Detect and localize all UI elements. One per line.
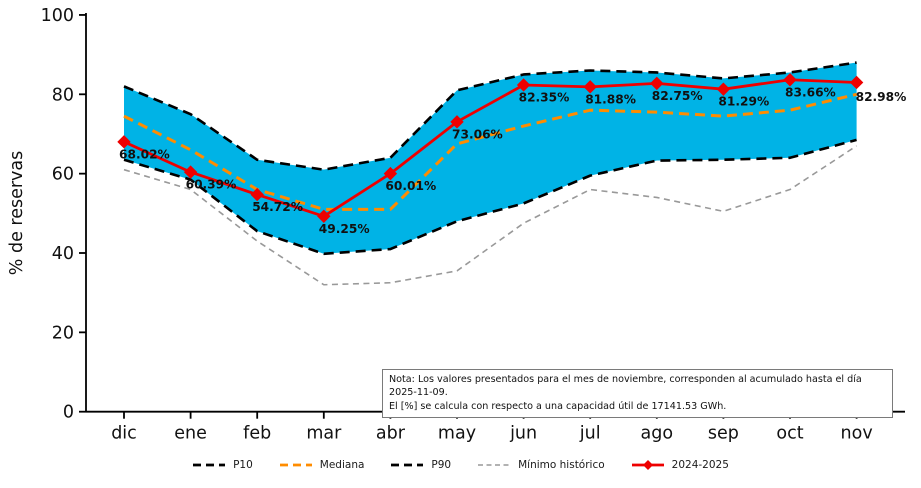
legend-item-2024-2025: 2024-2025 bbox=[631, 459, 729, 471]
data-point-marker bbox=[317, 209, 331, 224]
y-axis-title: % de reservas bbox=[7, 151, 27, 275]
data-point-marker bbox=[250, 187, 264, 202]
legend-diamond-marker-icon bbox=[642, 460, 653, 470]
data-point-label: 81.88% bbox=[585, 92, 636, 106]
data-point-marker bbox=[716, 82, 731, 96]
data-point-label: 60.39% bbox=[186, 178, 237, 192]
data-point-marker bbox=[183, 165, 198, 179]
x-tick-label: ago bbox=[641, 424, 674, 444]
legend-label: 2024-2025 bbox=[671, 459, 729, 471]
note-box: Nota: Los valores presentados para el me… bbox=[382, 369, 893, 419]
data-point-label: 82.35% bbox=[519, 90, 570, 104]
note-line-1: Nota: Los valores presentados para el me… bbox=[389, 374, 862, 399]
data-point-marker bbox=[783, 73, 797, 87]
data-point-marker bbox=[583, 80, 597, 94]
data-point-label: 49.25% bbox=[319, 222, 370, 236]
x-tick-label: jun bbox=[509, 424, 537, 444]
legend-label: P90 bbox=[431, 459, 452, 471]
legend-swatch-icon bbox=[391, 463, 424, 467]
x-tick-label: dic bbox=[111, 424, 137, 444]
y-tick-label: 100 bbox=[41, 6, 74, 26]
note-line-2: El [%] se calcula con respecto a una cap… bbox=[389, 400, 727, 412]
y-tick-label: 0 bbox=[63, 403, 74, 423]
chart-canvas: 68.02% 60.39% 54.72% 49.25% 60.01% 73.06% 82.3… bbox=[7, 6, 907, 444]
data-point-label: 73.06% bbox=[452, 127, 503, 141]
data-point-marker bbox=[650, 76, 664, 91]
y-tick-label: 20 bbox=[52, 323, 74, 343]
data-point-label: 68.02% bbox=[119, 147, 170, 161]
legend-swatch-icon bbox=[279, 463, 312, 467]
data-point-label: 82.75% bbox=[652, 89, 703, 103]
y-tick-label: 80 bbox=[52, 85, 74, 105]
data-point-label: 83.66% bbox=[785, 85, 836, 99]
legend-item-mediana: Mediana bbox=[279, 459, 365, 471]
legend-item-p90: P90 bbox=[390, 459, 451, 471]
data-point-marker bbox=[516, 78, 531, 92]
legend-swatch-icon bbox=[631, 460, 664, 470]
data-point-marker bbox=[117, 135, 131, 149]
data-point-marker bbox=[450, 115, 464, 129]
x-tick-label: abr bbox=[376, 424, 406, 444]
current-season-line bbox=[123, 78, 857, 218]
y-tick-label: 40 bbox=[52, 244, 74, 264]
legend-item-p10: P10 bbox=[192, 459, 253, 471]
x-tick-label: feb bbox=[243, 424, 271, 444]
p10-p90-band bbox=[124, 62, 857, 254]
legend-label: Mediana bbox=[319, 459, 365, 471]
x-tick-label: nov bbox=[841, 424, 873, 444]
chart-legend: P10 Mediana P90 Mínimo histórico 2024-2025 bbox=[0, 459, 921, 471]
data-point-marker bbox=[383, 166, 398, 181]
x-tick-label: may bbox=[438, 424, 476, 444]
data-point-label: 60.01% bbox=[385, 179, 436, 193]
y-tick-label: 60 bbox=[52, 165, 74, 185]
legend-item-m-nimo-hist-rico: Mínimo histórico bbox=[477, 459, 605, 471]
data-point-marker bbox=[849, 75, 864, 90]
legend-swatch-icon bbox=[193, 463, 226, 467]
x-tick-label: jul bbox=[579, 424, 601, 444]
x-tick-label: mar bbox=[306, 424, 342, 444]
minimo-historico-line bbox=[123, 145, 858, 286]
x-tick-label: oct bbox=[776, 424, 803, 444]
legend-label: P10 bbox=[233, 459, 253, 471]
p90-line bbox=[123, 61, 857, 171]
mediana-line bbox=[123, 92, 857, 211]
legend-label: Mínimo histórico bbox=[518, 459, 605, 471]
x-tick-label: sep bbox=[708, 424, 739, 444]
data-point-label: 81.29% bbox=[718, 95, 769, 109]
data-point-label: 54.72% bbox=[252, 200, 303, 214]
x-tick-label: ene bbox=[174, 424, 207, 444]
legend-swatch-icon bbox=[478, 464, 511, 466]
data-point-label: 82.98% bbox=[856, 90, 907, 104]
